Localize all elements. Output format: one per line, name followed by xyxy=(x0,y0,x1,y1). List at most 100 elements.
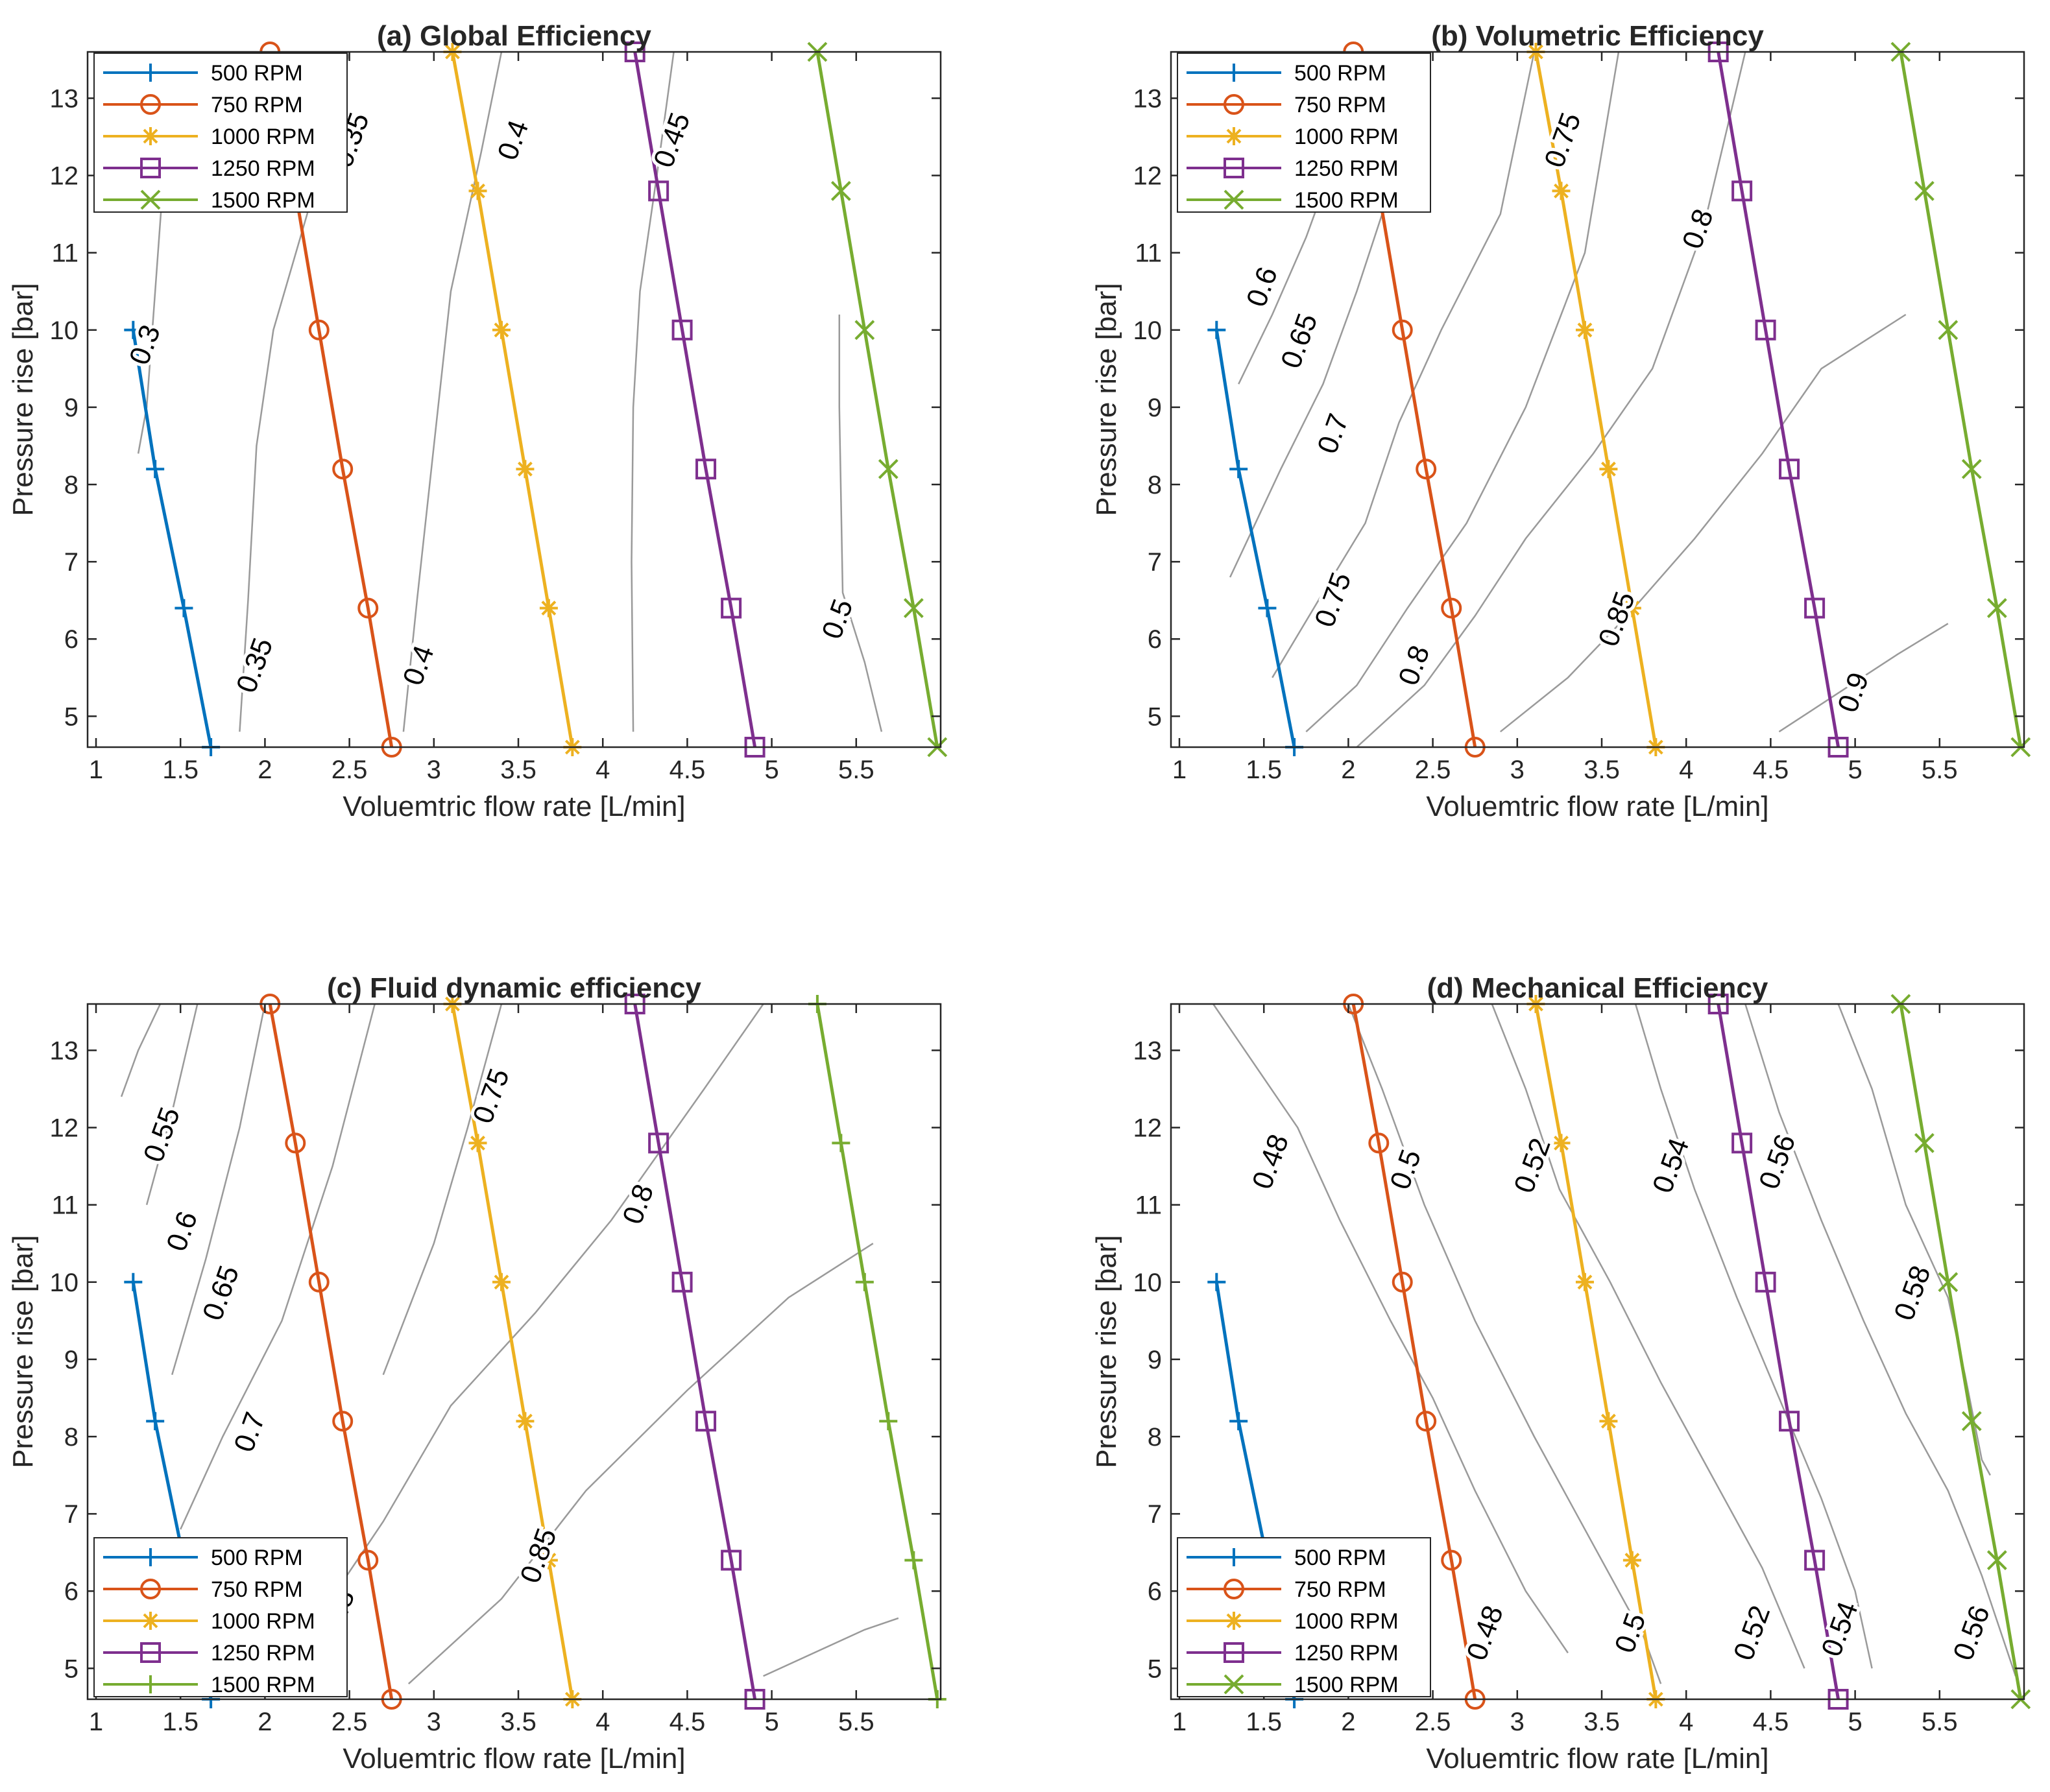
y-tick-label: 7 xyxy=(1148,548,1162,577)
data-point xyxy=(1441,1549,1462,1571)
data-point xyxy=(146,460,165,479)
legend-marker xyxy=(1224,1579,1244,1599)
y-tick-label: 9 xyxy=(1148,394,1162,422)
legend: 500 RPM 750 RPM 1000 RPM 1250 RPM 1500 RPM xyxy=(93,1537,348,1697)
x-tick-label: 2 xyxy=(1341,756,1355,784)
y-tick-label: 5 xyxy=(1148,702,1162,731)
contour-line xyxy=(1356,52,1746,747)
axes-box xyxy=(1170,1003,2025,1701)
y-tick-label: 6 xyxy=(64,625,78,654)
x-axis-label: Voluemtric flow rate [L/min] xyxy=(343,791,685,822)
x-tick-label: 1 xyxy=(89,1708,103,1736)
legend-marker xyxy=(141,64,160,82)
legend-marker xyxy=(1224,189,1244,210)
plot-content xyxy=(120,1004,899,1685)
y-tick-label: 10 xyxy=(50,1269,79,1297)
legend-marker xyxy=(140,94,161,115)
series-line-500-rpm xyxy=(1214,329,1296,748)
chart-title: (d) Mechanical Efficiency xyxy=(1427,972,1768,1004)
data-point xyxy=(1599,460,1618,479)
contour-line xyxy=(407,1243,874,1685)
y-tick-label: 8 xyxy=(64,471,78,499)
x-tick-label: 5.5 xyxy=(1922,756,1958,784)
series-line-500-rpm xyxy=(131,329,213,748)
y-tick-label: 11 xyxy=(1135,239,1162,268)
legend-label: 500 RPM xyxy=(211,61,303,86)
data-point xyxy=(1804,597,1826,619)
y-tick-label: 9 xyxy=(64,1346,78,1374)
y-tick-label: 6 xyxy=(64,1577,78,1606)
x-tick-label: 1.5 xyxy=(1246,756,1282,784)
plot-content xyxy=(1229,52,1949,747)
y-tick-label: 11 xyxy=(1135,1191,1162,1220)
y-tick-label: 7 xyxy=(1148,1500,1162,1529)
legend-box xyxy=(93,53,348,213)
legend-label: 1000 RPM xyxy=(1294,125,1399,149)
data-point xyxy=(671,319,693,340)
y-tick-label: 5 xyxy=(1148,1655,1162,1683)
y-tick-label: 5 xyxy=(64,702,78,731)
series-line-1250-rpm xyxy=(1717,51,1840,748)
data-point xyxy=(855,1272,874,1291)
x-tick-label: 4 xyxy=(1679,756,1693,784)
data-point xyxy=(1961,1411,1982,1431)
y-tick-label: 13 xyxy=(1133,1036,1163,1065)
legend-label: 1500 RPM xyxy=(1294,188,1399,213)
data-point xyxy=(1575,1272,1594,1291)
data-point xyxy=(832,1134,850,1153)
data-point xyxy=(721,597,742,619)
data-point xyxy=(1755,1271,1776,1293)
data-point xyxy=(1229,1412,1248,1431)
legend-label: 1250 RPM xyxy=(1294,156,1399,181)
data-point xyxy=(1804,1549,1826,1571)
legend-label: 750 RPM xyxy=(1294,93,1386,117)
data-point xyxy=(904,1551,923,1570)
series-line-1250-rpm xyxy=(633,1003,757,1700)
x-tick-label: 4.5 xyxy=(1753,756,1789,784)
x-tick-label: 3 xyxy=(1510,756,1525,784)
series-line-1000-rpm xyxy=(451,51,574,748)
legend-marker xyxy=(1225,1612,1243,1630)
legend-box xyxy=(1177,1537,1431,1697)
y-tick-label: 9 xyxy=(1148,1346,1162,1374)
series-line-1500-rpm xyxy=(815,1003,939,1700)
x-tick-label: 1 xyxy=(1172,756,1187,784)
legend-label: 1500 RPM xyxy=(1294,1673,1399,1697)
y-tick-label: 9 xyxy=(64,394,78,422)
y-tick-label: 11 xyxy=(51,1191,78,1220)
plot-content xyxy=(1212,1004,2017,1684)
legend-marker xyxy=(1225,64,1243,82)
x-axis-label: Voluemtric flow rate [L/min] xyxy=(343,1743,685,1774)
y-axis-label: Pressure rise [bar] xyxy=(1091,283,1122,516)
y-axis-label: Pressure rise [bar] xyxy=(7,1235,39,1468)
axes-box xyxy=(1170,51,2025,748)
series-line-1500-rpm xyxy=(1899,51,2023,748)
series-line-1500-rpm xyxy=(1899,1003,2023,1700)
data-point xyxy=(1938,320,1959,340)
contour-line xyxy=(1837,1004,1991,1476)
contour-line xyxy=(1347,1004,1662,1684)
data-point xyxy=(468,182,487,200)
data-point xyxy=(695,1411,717,1432)
contour-line xyxy=(120,1004,162,1097)
data-point xyxy=(1914,180,1935,201)
data-point xyxy=(146,1412,165,1431)
data-point xyxy=(1986,598,2007,619)
x-tick-label: 4 xyxy=(596,1708,610,1736)
legend-label: 500 RPM xyxy=(1294,1546,1386,1570)
contour-line xyxy=(1634,1004,1873,1669)
legend-label: 500 RPM xyxy=(211,1546,303,1570)
y-tick-label: 8 xyxy=(1148,1423,1162,1452)
y-tick-label: 7 xyxy=(64,1500,78,1529)
data-point xyxy=(1392,319,1413,340)
contour-line xyxy=(180,1004,376,1530)
series-line-1500-rpm xyxy=(815,51,939,748)
legend-label: 1500 RPM xyxy=(211,1673,315,1697)
legend-label: 1250 RPM xyxy=(211,1641,315,1666)
data-point xyxy=(1416,1411,1437,1432)
x-tick-label: 5 xyxy=(1848,1708,1862,1736)
data-point xyxy=(516,1412,535,1431)
legend-marker xyxy=(140,1642,161,1663)
x-tick-label: 4.5 xyxy=(669,756,706,784)
legend-marker xyxy=(1225,1548,1243,1566)
